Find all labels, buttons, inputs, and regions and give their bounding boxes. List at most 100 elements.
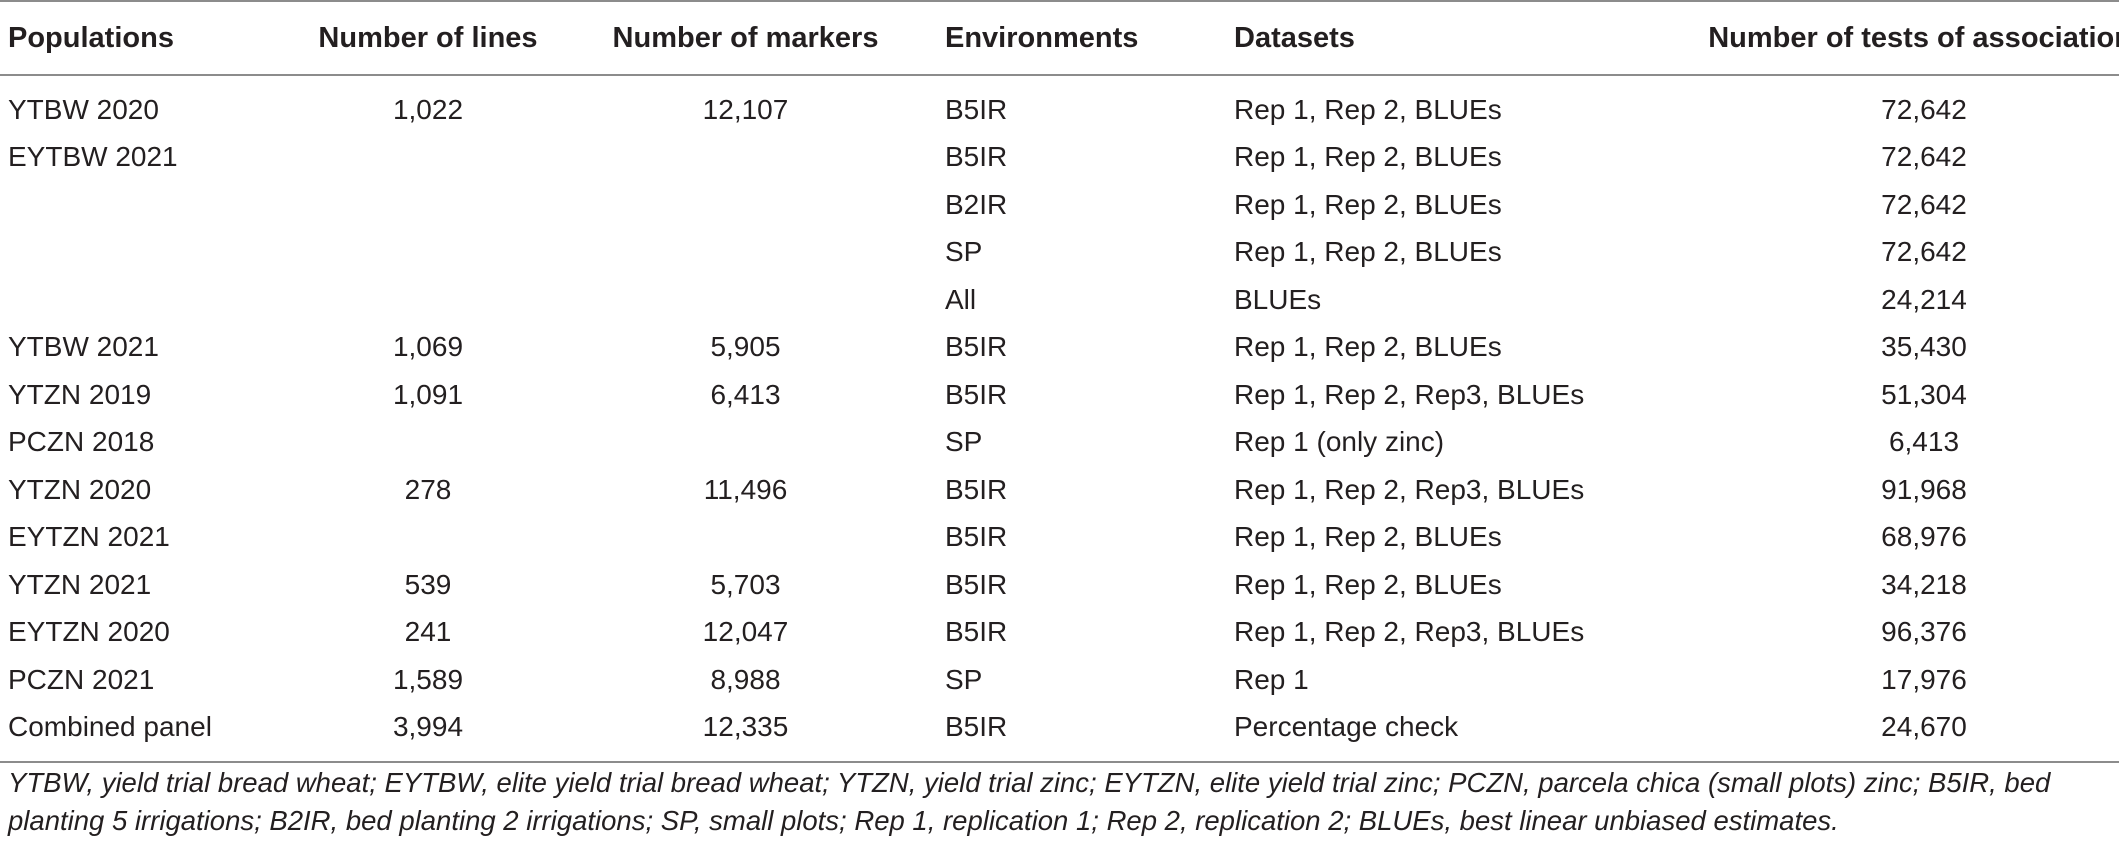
- table-body: YTBW 2020 1,022 12,107 B5IR Rep 1, Rep 2, BL…: [0, 75, 2119, 762]
- cell-population: PCZN 2021: [8, 663, 155, 695]
- association-tests-table: Populations Number of lines Number of ma…: [0, 1, 2119, 762]
- header-number-of-tests: Number of tests of association: [1708, 21, 2119, 54]
- header-number-of-lines: Number of lines: [318, 21, 538, 54]
- cell-datasets: BLUEs: [1234, 283, 1322, 315]
- cell-population: YTBW 2020: [8, 93, 159, 125]
- cell-datasets: Rep 1, Rep 2, BLUEs: [1234, 521, 1502, 553]
- table-row: YTZN 2019 1,091 6,413 B5IR Rep 1, Rep 2, Rep…: [0, 371, 2119, 419]
- cell-population: [0, 276, 298, 324]
- cell-datasets: Rep 1, Rep 2, BLUEs: [1234, 331, 1502, 363]
- cell-number-of-tests: 34,218: [1881, 568, 1967, 600]
- cell-number-of-markers: 8,988: [710, 663, 781, 695]
- cell-number-of-markers: [558, 419, 933, 467]
- table-row: EYTZN 2021 B5IR Rep 1, Rep 2, BLUEs 68,976: [0, 514, 2119, 562]
- cell-environment: B5IR: [945, 378, 1008, 410]
- cell-environment: SP: [945, 236, 983, 268]
- table-row: SP Rep 1, Rep 2, BLUEs 72,642: [0, 229, 2119, 277]
- cell-number-of-markers: 12,107: [702, 93, 789, 125]
- cell-number-of-lines: 278: [404, 473, 452, 505]
- cell-datasets: Rep 1, Rep 2, BLUEs: [1234, 188, 1502, 220]
- cell-environment: B5IR: [945, 331, 1008, 363]
- cell-environment: B5IR: [945, 521, 1008, 553]
- cell-number-of-tests: 72,642: [1881, 236, 1967, 268]
- cell-environment: B5IR: [945, 93, 1008, 125]
- cell-number-of-tests: 72,642: [1881, 141, 1967, 173]
- data-table-container: Populations Number of lines Number of ma…: [0, 1, 2119, 762]
- table-row: B2IR Rep 1, Rep 2, BLUEs 72,642: [0, 181, 2119, 229]
- cell-number-of-markers: [558, 514, 933, 562]
- table-footnote: YTBW, yield trial bread wheat; EYTBW, el…: [8, 767, 2051, 836]
- header-datasets: Datasets: [1234, 21, 1355, 54]
- cell-population: YTBW 2021: [8, 331, 159, 363]
- cell-number-of-tests: 51,304: [1881, 378, 1967, 410]
- cell-number-of-tests: 96,376: [1881, 616, 1967, 648]
- cell-number-of-lines: 241: [404, 616, 452, 648]
- cell-population: PCZN 2018: [8, 426, 155, 458]
- table-row: YTZN 2020 278 11,496 B5IR Rep 1, Rep 2, Rep3…: [0, 466, 2119, 514]
- table-row: YTBW 2020 1,022 12,107 B5IR Rep 1, Rep 2, BL…: [0, 75, 2119, 134]
- cell-environment: All: [945, 283, 977, 315]
- cell-datasets: Rep 1, Rep 2, BLUEs: [1234, 141, 1502, 173]
- cell-number-of-lines: 3,994: [392, 711, 464, 743]
- header-number-of-markers: Number of markers: [612, 21, 879, 54]
- cell-number-of-markers: 11,496: [703, 473, 788, 505]
- cell-environment: B5IR: [945, 568, 1008, 600]
- cell-number-of-markers: [558, 134, 933, 182]
- cell-number-of-lines: 1,022: [392, 93, 464, 125]
- cell-environment: B5IR: [945, 141, 1008, 173]
- cell-number-of-markers: 6,413: [710, 378, 781, 410]
- cell-datasets: Rep 1, Rep 2, Rep3, BLUEs: [1234, 378, 1585, 410]
- cell-number-of-tests: 91,968: [1881, 473, 1967, 505]
- table-row: EYTBW 2021 B5IR Rep 1, Rep 2, BLUEs 72,642: [0, 134, 2119, 182]
- table-row: YTBW 2021 1,069 5,905 B5IR Rep 1, Rep 2, BLU…: [0, 324, 2119, 372]
- cell-environment: SP: [945, 426, 983, 458]
- cell-number-of-markers: [558, 229, 933, 277]
- cell-population: YTZN 2020: [8, 473, 152, 505]
- table-row: All BLUEs 24,214: [0, 276, 2119, 324]
- cell-number-of-lines: [298, 419, 558, 467]
- cell-population: Combined panel: [8, 711, 212, 743]
- table-row: EYTZN 2020 241 12,047 B5IR Rep 1, Rep 2, Rep…: [0, 609, 2119, 657]
- table-header: Populations Number of lines Number of ma…: [0, 1, 2119, 75]
- cell-population: YTZN 2021: [8, 568, 152, 600]
- cell-datasets: Rep 1, Rep 2, Rep3, BLUEs: [1234, 473, 1585, 505]
- header-populations: Populations: [8, 21, 174, 54]
- header-row: Populations Number of lines Number of ma…: [0, 1, 2119, 75]
- cell-environment: B5IR: [945, 473, 1008, 505]
- cell-population: EYTZN 2020: [8, 616, 170, 648]
- header-environments: Environments: [945, 21, 1139, 54]
- cell-datasets: Rep 1 (only zinc): [1234, 426, 1445, 458]
- cell-number-of-tests: 24,670: [1881, 711, 1967, 743]
- table-row: PCZN 2021 1,589 8,988 SP Rep 1 17,976: [0, 656, 2119, 704]
- cell-datasets: Rep 1, Rep 2, BLUEs: [1234, 568, 1502, 600]
- table-row: Combined panel 3,994 12,335 B5IR Percentage …: [0, 704, 2119, 762]
- cell-datasets: Rep 1, Rep 2, Rep3, BLUEs: [1234, 616, 1585, 648]
- cell-environment: SP: [945, 663, 983, 695]
- cell-number-of-lines: 1,069: [392, 331, 464, 363]
- cell-number-of-tests: 24,214: [1881, 283, 1967, 315]
- cell-number-of-lines: [298, 514, 558, 562]
- cell-number-of-tests: 6,413: [1888, 426, 1960, 458]
- cell-number-of-markers: 5,905: [710, 331, 781, 363]
- cell-number-of-markers: 12,047: [702, 616, 789, 648]
- cell-number-of-markers: 5,703: [710, 568, 781, 600]
- cell-population: EYTZN 2021: [8, 521, 170, 553]
- cell-datasets: Rep 1, Rep 2, BLUEs: [1234, 93, 1502, 125]
- cell-number-of-lines: 1,091: [392, 378, 464, 410]
- cell-datasets: Rep 1, Rep 2, BLUEs: [1234, 236, 1502, 268]
- cell-environment: B2IR: [945, 188, 1008, 220]
- cell-number-of-tests: 35,430: [1881, 331, 1967, 363]
- cell-number-of-lines: [298, 181, 558, 229]
- cell-number-of-lines: 539: [404, 568, 452, 600]
- cell-number-of-tests: 72,642: [1881, 93, 1967, 125]
- table-row: YTZN 2021 539 5,703 B5IR Rep 1, Rep 2, BLUEs…: [0, 561, 2119, 609]
- cell-number-of-lines: 1,589: [392, 663, 464, 695]
- cell-number-of-markers: 12,335: [702, 711, 789, 743]
- cell-number-of-lines: [298, 134, 558, 182]
- cell-population: YTZN 2019: [8, 378, 152, 410]
- cell-number-of-lines: [298, 229, 558, 277]
- cell-population: [0, 181, 298, 229]
- cell-environment: B5IR: [945, 711, 1008, 743]
- cell-number-of-tests: 17,976: [1881, 663, 1967, 695]
- table-row: PCZN 2018 SP Rep 1 (only zinc) 6,413: [0, 419, 2119, 467]
